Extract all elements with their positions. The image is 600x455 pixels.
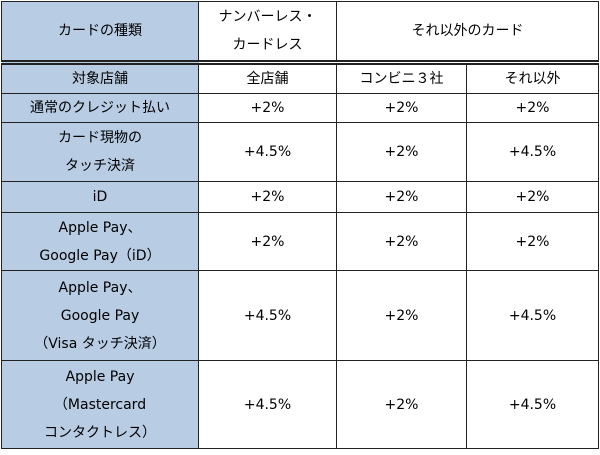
rate-cell: +4.5%: [466, 122, 599, 182]
cell-line: コンタクトレス）: [44, 424, 156, 441]
cell-line: カード現物の: [58, 130, 142, 146]
cell-line: ナンバーレス・: [218, 9, 317, 25]
cell-line: iD: [92, 189, 108, 205]
data-row: Apple Pay、 Google Pay （Visa タッチ決済） +4.5% +2%…: [1, 270, 599, 361]
rate-cell: +2%: [466, 181, 599, 213]
rate-cell: +2%: [336, 270, 467, 361]
cell-line: カードレス: [232, 37, 303, 53]
row-label: iD: [1, 181, 199, 213]
cell-line: Google Pay（iD）: [39, 247, 161, 264]
cell-line: 通常のクレジット払い: [30, 100, 170, 116]
rate-cell: +2%: [198, 93, 337, 123]
rate-cell: +2%: [198, 181, 337, 213]
rate-cell: +2%: [198, 212, 337, 271]
header-row: カードの種類 ナンバーレス・ カードレス それ以外のカード: [1, 1, 599, 65]
header-cell: それ以外のカード: [336, 1, 599, 65]
cell-line: （Visa タッチ決済）: [34, 335, 166, 352]
cell-line: それ以外のカード: [411, 23, 524, 39]
row-label: 通常のクレジット払い: [1, 93, 199, 123]
header-cell: カードの種類: [1, 1, 199, 65]
cell-line: カードの種類: [58, 23, 142, 39]
rate-cell: +4.5%: [198, 360, 337, 449]
header-cell: ナンバーレス・ カードレス: [198, 1, 337, 65]
cell-line: Apple Pay: [65, 368, 135, 385]
subheader-row: 対象店舗 全店舗 コンビニ３社 それ以外: [1, 62, 599, 94]
subheader-cell: 全店舗: [198, 62, 337, 94]
row-label: カード現物の タッチ決済: [1, 122, 199, 182]
subheader-cell: 対象店舗: [1, 62, 199, 94]
rate-cell: +4.5%: [466, 270, 599, 361]
data-row: Apple Pay （Mastercard コンタクトレス） +4.5% +2% +4.5…: [1, 360, 599, 449]
rate-cell: +2%: [336, 360, 467, 449]
rate-cell: +2%: [336, 122, 467, 182]
row-label: Apple Pay、 Google Pay （Visa タッチ決済）: [1, 270, 199, 361]
row-label: Apple Pay、 Google Pay（iD）: [1, 212, 199, 271]
cell-line: Apple Pay、: [58, 219, 142, 236]
rate-cell: +4.5%: [198, 122, 337, 182]
rate-cell: +4.5%: [466, 360, 599, 449]
rate-cell: +2%: [336, 212, 467, 271]
rate-cell: +2%: [336, 93, 467, 123]
subheader-cell: コンビニ３社: [336, 62, 467, 94]
cell-line: Apple Pay、: [58, 279, 142, 296]
data-row: Apple Pay、 Google Pay（iD） +2% +2% +2%: [1, 212, 599, 271]
rate-cell: +2%: [336, 181, 467, 213]
cell-line: タッチ決済: [65, 158, 135, 174]
data-row: iD +2% +2% +2%: [1, 181, 599, 213]
rate-cell: +4.5%: [198, 270, 337, 361]
subheader-cell: それ以外: [466, 62, 599, 94]
cell-line: （Mastercard: [53, 396, 147, 413]
data-row: 通常のクレジット払い +2% +2% +2%: [1, 93, 599, 123]
data-row: カード現物の タッチ決済 +4.5% +2% +4.5%: [1, 122, 599, 182]
cell-line: Google Pay: [60, 307, 140, 324]
rate-cell: +2%: [466, 212, 599, 271]
row-label: Apple Pay （Mastercard コンタクトレス）: [1, 360, 199, 449]
rate-cell: +2%: [466, 93, 599, 123]
